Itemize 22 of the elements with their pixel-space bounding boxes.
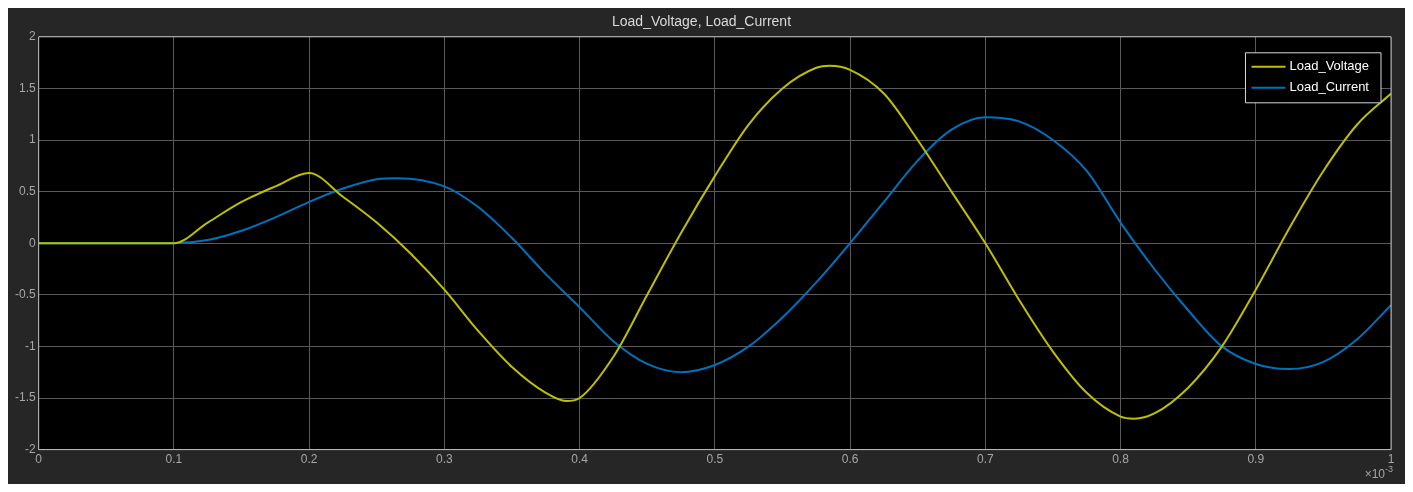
y-tick-label: -2 (25, 441, 36, 456)
x-tick-label: 0.9 (1247, 452, 1265, 467)
x-tick-label: 0.4 (571, 452, 589, 467)
y-tick-label: 1 (28, 132, 36, 147)
legend-label: Load_Voltage (1289, 58, 1370, 74)
chart-title: Load_Voltage, Load_Current (611, 13, 792, 30)
x-tick-label: 0.8 (1112, 452, 1130, 467)
x-tick-label: 0.6 (841, 452, 859, 467)
x-tick-label: 0.5 (706, 452, 724, 467)
y-tick-label: -1.5 (14, 390, 36, 405)
y-tick-label: 0.5 (18, 183, 36, 198)
y-tick-label: 0 (28, 235, 36, 250)
y-tick-label: -1 (25, 338, 36, 353)
x-tick-label: 0.7 (976, 452, 994, 467)
y-tick-label: 2 (28, 29, 36, 44)
x-tick-label: 0.3 (436, 452, 454, 467)
x-tick-label: 0.1 (165, 452, 183, 467)
y-tick-label: 1.5 (18, 80, 36, 95)
y-tick-label: -0.5 (14, 287, 36, 302)
legend-label: Load_Current (1289, 79, 1370, 95)
x-tick-label: 1 (1387, 452, 1395, 467)
x-tick-label: 0.2 (300, 452, 318, 467)
